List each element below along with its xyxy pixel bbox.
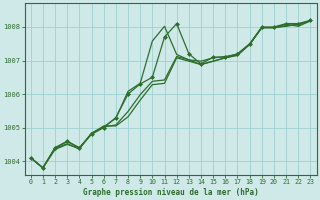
X-axis label: Graphe pression niveau de la mer (hPa): Graphe pression niveau de la mer (hPa) xyxy=(83,188,259,197)
